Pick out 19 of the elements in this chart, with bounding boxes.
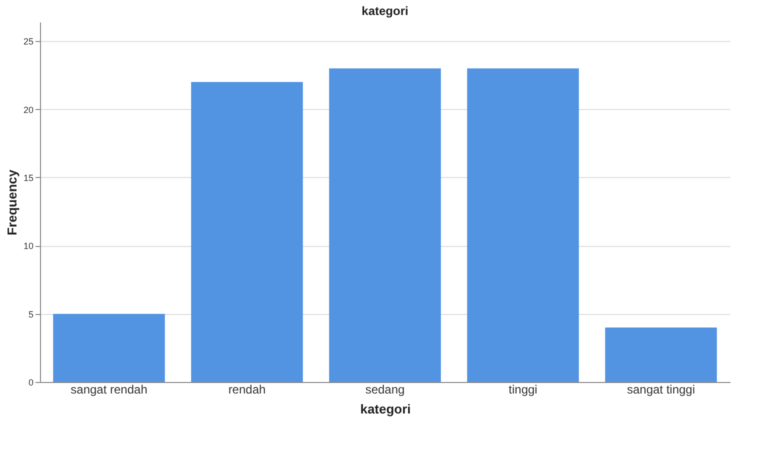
x-tick-label: sangat rendah — [70, 382, 148, 396]
y-tick-label: 5 — [28, 309, 34, 320]
x-tick-label: tinggi — [508, 382, 538, 396]
y-tick-label: 15 — [23, 172, 34, 183]
bar — [191, 82, 303, 382]
bar — [329, 68, 441, 382]
x-tick-label: sedang — [365, 382, 405, 396]
bar — [605, 327, 717, 382]
bar — [53, 314, 165, 382]
x-axis-title: kategori — [360, 402, 411, 416]
y-tick-label: 10 — [23, 241, 34, 252]
chart-title: kategori — [362, 4, 408, 18]
y-tick-label: 25 — [23, 36, 34, 47]
y-axis-title: Frequency — [4, 168, 20, 236]
bar — [467, 68, 579, 382]
x-tick-label: rendah — [228, 382, 266, 396]
y-tick-label: 0 — [28, 378, 34, 388]
y-tick-label: 20 — [23, 104, 34, 115]
x-tick-label: sangat tinggi — [626, 382, 696, 396]
